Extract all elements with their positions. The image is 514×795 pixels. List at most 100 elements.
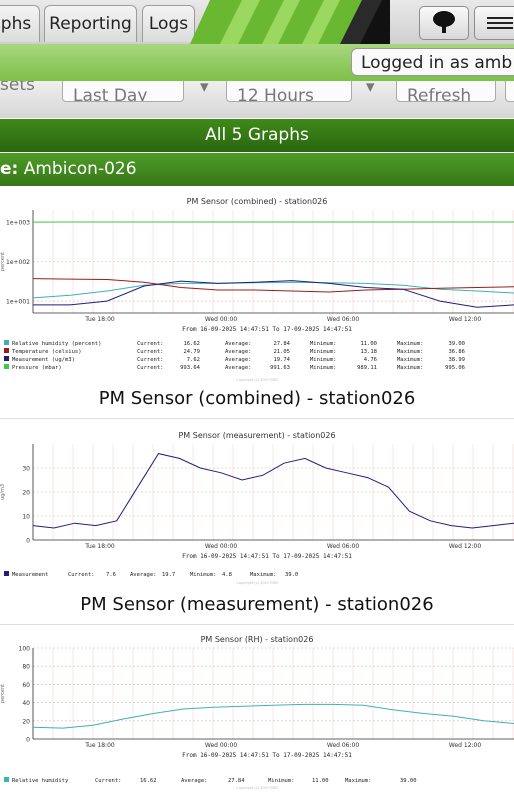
legend-average-label: Average:	[181, 778, 208, 784]
refresh-button[interactable]: Refresh	[396, 81, 496, 102]
y-axis-label: percent	[0, 252, 6, 271]
extra-control[interactable]	[505, 81, 514, 102]
chevron-down-icon: ▾	[366, 81, 375, 97]
legend-swatch	[4, 348, 9, 353]
x-tick-label: Wed 00:00	[205, 543, 237, 550]
legend-current-label: Current:	[137, 365, 164, 371]
legend-minimum: 4.8	[222, 572, 232, 578]
legend-current-label: Current:	[137, 357, 164, 363]
legend-current-label: Current:	[137, 349, 164, 355]
legend-current-label: Current:	[137, 341, 164, 347]
legend-maximum-label: Maximum:	[397, 357, 424, 363]
logged-in-badge[interactable]: Logged in as amb	[351, 48, 514, 76]
y-tick-label: 80	[22, 664, 30, 671]
section-title: All 5 Graphs	[0, 119, 514, 152]
rh-chart: PM Sensor (RH) - station026100806040200p…	[0, 628, 514, 791]
graph-caption-combined: PM Sensor (combined) - station026	[0, 388, 514, 409]
legend-average: 21.05	[273, 349, 290, 355]
legend-swatch	[4, 356, 9, 361]
y-tick-label: 40	[22, 700, 30, 707]
y-tick-label: 60	[22, 682, 30, 689]
tab-logs[interactable]: Logs	[142, 5, 195, 42]
legend-minimum-label: Minimum:	[310, 349, 337, 355]
legend-average-label: Average:	[225, 341, 252, 347]
legend-minimum-label: Minimum:	[268, 778, 295, 784]
legend-average: 19.7	[162, 572, 175, 578]
device-bar: e: Ambicon-026	[0, 153, 514, 186]
graph-controls: sets Last Day ▾ 12 Hours ▾ Refresh	[0, 81, 514, 118]
y-axis-label: ug/m3	[0, 484, 6, 500]
chart-title: PM Sensor (measurement) - station026	[178, 431, 335, 440]
legend-average-label: Average:	[130, 572, 157, 578]
legend-average-label: Average:	[225, 365, 252, 371]
device-prefix: e:	[0, 159, 18, 179]
legend-average: 27.84	[228, 778, 245, 784]
tab-reporting[interactable]: Reporting	[44, 5, 137, 42]
y-tick-label: 1e+003	[6, 219, 30, 226]
legend-swatch	[4, 571, 9, 576]
tab-logs-label: Logs	[149, 14, 188, 34]
tree-button[interactable]	[419, 6, 469, 40]
x-tick-label: Tue 18:00	[84, 742, 115, 749]
legend-average-label: Average:	[225, 357, 252, 363]
legend-average: 27.84	[273, 341, 290, 347]
divider	[0, 624, 514, 625]
legend-name: Measurement (ug/m3)	[12, 357, 75, 363]
y-tick-label: 1e+001	[6, 299, 30, 306]
period-select[interactable]: Last Day	[62, 81, 184, 102]
y-tick-label: 10	[22, 514, 30, 521]
graph-combined[interactable]: PM Sensor (combined) - station026 1e+003 1…	[0, 190, 514, 412]
legend-maximum-label: Maximum:	[397, 365, 424, 371]
legend-maximum-label: Maximum:	[250, 572, 277, 578]
y-tick-label: 20	[22, 718, 30, 725]
x-tick-label: Tue 18:00	[84, 316, 115, 323]
menu-icon	[475, 7, 514, 39]
tab-reporting-label: Reporting	[49, 14, 132, 34]
legend-maximum: 39.0	[285, 572, 298, 578]
legend-swatch	[4, 777, 9, 782]
legend-minimum: 13.18	[360, 349, 377, 355]
plot-area	[33, 648, 514, 739]
legend-name: Relative humidity (percent)	[12, 341, 101, 347]
legend-current: 16.62	[183, 341, 200, 347]
legend-maximum-label: Maximum:	[397, 341, 424, 347]
tab-graphs[interactable]: phs	[0, 5, 40, 42]
legend-minimum: 11.00	[360, 341, 377, 347]
x-tick-label: Wed 06:00	[327, 316, 359, 323]
span-select[interactable]: 12 Hours	[226, 81, 352, 102]
chart-title: PM Sensor (combined) - station026	[187, 197, 328, 206]
sets-label: sets	[0, 81, 35, 95]
legend-current: 7.62	[187, 357, 200, 363]
y-tick-label: 100	[19, 646, 31, 653]
legend-current: 7.6	[106, 572, 116, 578]
legend-minimum: 11.00	[312, 778, 329, 784]
time-range: From 16-09-2025 14:47:51 To 17-09-2025 1…	[182, 752, 352, 759]
legend-minimum-label: Minimum:	[310, 365, 337, 371]
x-tick-label: Wed 12:00	[449, 742, 481, 749]
graph-caption-measurement: PM Sensor (measurement) - station026	[0, 594, 514, 615]
y-tick-label: 0	[26, 737, 30, 744]
legend-maximum: 38.99	[448, 357, 465, 363]
legend-current: 24.79	[183, 349, 200, 355]
legend-average: 991.63	[270, 365, 290, 371]
legend-minimum-label: Minimum:	[190, 572, 217, 578]
measurement-chart: PM Sensor (measurement) - station0263020…	[0, 424, 514, 594]
x-tick-label: Wed 00:00	[205, 316, 237, 323]
tab-graphs-label: phs	[1, 14, 31, 34]
x-tick-label: Wed 06:00	[327, 543, 359, 550]
legend-minimum-label: Minimum:	[310, 341, 337, 347]
legend-maximum: 39.00	[448, 341, 465, 347]
x-tick-label: Wed 12:00	[449, 543, 481, 550]
divider	[0, 418, 514, 419]
chart-title: PM Sensor (RH) - station026	[201, 635, 314, 644]
time-range: From 16-09-2025 14:47:51 To 17-09-2025 1…	[182, 326, 352, 333]
legend-minimum: 989.11	[357, 365, 377, 371]
legend-name: Pressure (mbar)	[12, 365, 62, 371]
y-tick-label: 20	[22, 490, 30, 497]
legend-maximum-label: Maximum:	[397, 349, 424, 355]
legend-name: Temperature (celsius)	[12, 349, 82, 355]
menu-button[interactable]	[474, 6, 514, 40]
legend-current: 16.62	[140, 778, 157, 784]
